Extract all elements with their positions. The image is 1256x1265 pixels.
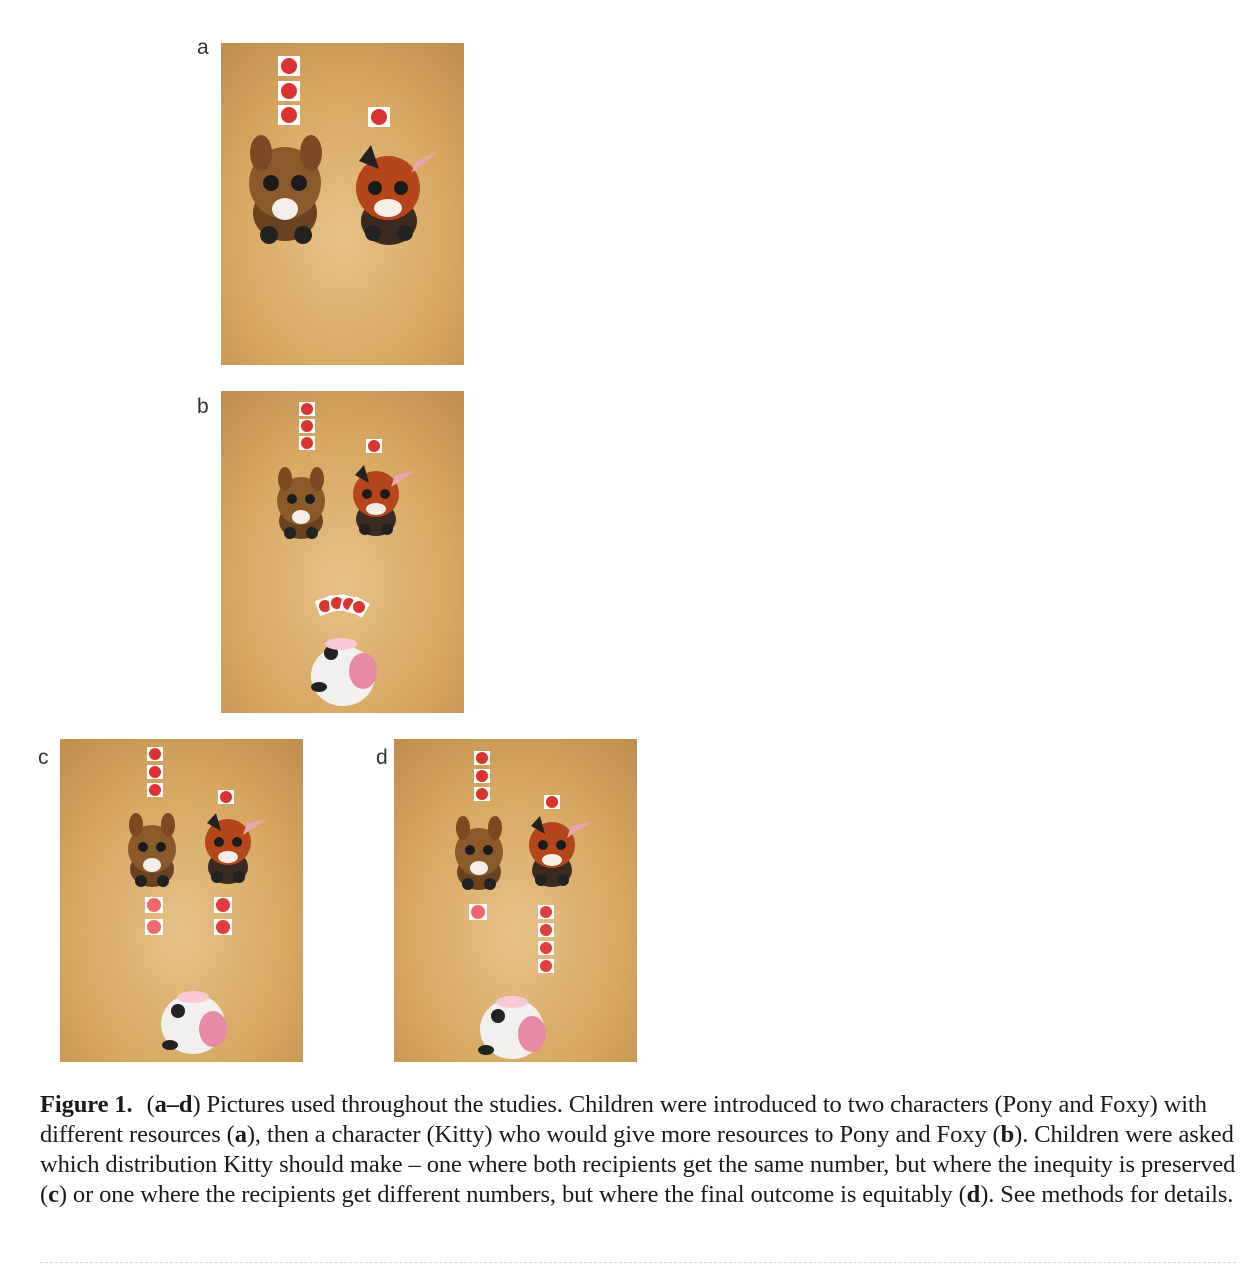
kitty-toy (478, 996, 546, 1059)
page-divider (40, 1262, 1236, 1263)
given-to-pony (145, 897, 163, 935)
foxy-stickers (218, 790, 234, 804)
caption-range: a–d (154, 1091, 193, 1118)
caption-text-4: ) or one where the recipients get differ… (58, 1181, 967, 1208)
foxy-stickers (366, 439, 382, 453)
panel-label-d: d (376, 746, 388, 769)
pony-toy (277, 467, 325, 539)
photo-d-svg (394, 739, 637, 1062)
given-to-pony (469, 904, 487, 920)
photo-panel-c (60, 739, 303, 1062)
photo-a-svg (221, 43, 464, 365)
panel-label-c: c (38, 746, 49, 769)
photo-panel-a (221, 43, 464, 365)
caption-text-1: ) Pictures used throughout the studies. … (40, 1091, 1207, 1148)
photo-panel-b (221, 391, 464, 713)
caption-ref-d: d (966, 1181, 981, 1208)
foxy-stickers (368, 107, 390, 127)
caption-ref-b: b (1000, 1121, 1015, 1148)
caption-text-5: ). See methods for details. (980, 1181, 1234, 1208)
caption-text-3: ). Children were asked which distributio… (40, 1121, 1236, 1208)
foxy-toy (353, 465, 415, 536)
panel-label-a: a (197, 36, 209, 59)
photo-c-svg (60, 739, 303, 1062)
figure-label: Figure 1. (40, 1091, 133, 1118)
kitty-toy (311, 638, 377, 706)
caption-ref-a: a (234, 1121, 247, 1148)
pony-stickers (299, 402, 315, 450)
foxy-stickers (544, 795, 560, 809)
kitty-stickers (314, 594, 370, 618)
panel-label-b: b (197, 395, 209, 418)
given-to-foxy (538, 905, 554, 973)
foxy-toy (205, 813, 267, 884)
pony-stickers (474, 751, 490, 801)
pony-toy (455, 816, 503, 890)
pony-stickers (278, 56, 300, 125)
photo-b-svg (221, 391, 464, 713)
pony-toy (249, 135, 322, 244)
kitty-toy (161, 991, 227, 1054)
given-to-foxy (214, 897, 232, 935)
foxy-toy (529, 816, 591, 887)
pony-toy (128, 813, 176, 887)
photo-panel-d (394, 739, 637, 1062)
caption-ref-c: c (48, 1181, 59, 1208)
figure-caption: Figure 1. (a–d) Pictures used throughout … (40, 1090, 1240, 1210)
caption-text-2: ), then a character (Kitty) who would gi… (246, 1121, 1001, 1148)
pony-stickers (147, 747, 163, 797)
foxy-toy (356, 145, 439, 245)
caption-range-open: ( (146, 1091, 155, 1118)
